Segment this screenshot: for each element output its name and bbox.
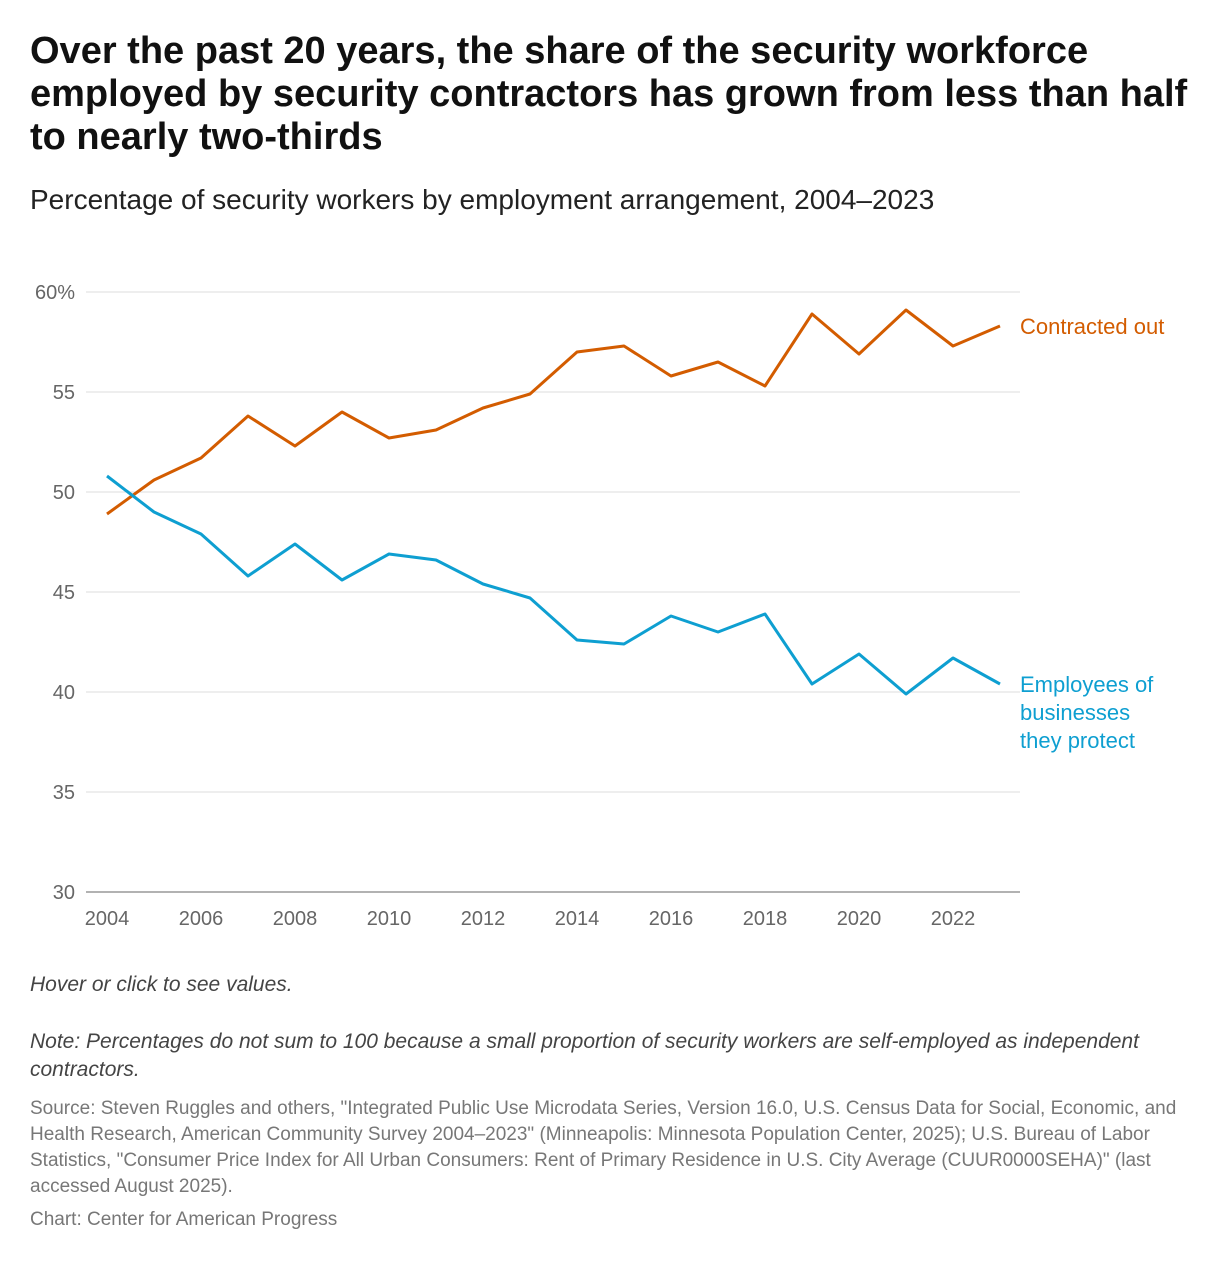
x-tick-label: 2008 — [273, 908, 318, 930]
line-chart[interactable]: 30 35 40 45 50 55 60% 2004 2006 2008 2010 2012 2014 2… — [0, 0, 1220, 960]
series-label: Contracted out — [1020, 314, 1164, 339]
series-line-0[interactable] — [106, 308, 1001, 516]
hover-hint: Hover or click to see values. — [30, 973, 293, 996]
y-tick-label: 60% — [35, 282, 75, 304]
series-line-1[interactable] — [106, 474, 1001, 696]
x-tick-label: 2014 — [555, 908, 600, 930]
data-point[interactable] — [900, 304, 912, 316]
data-point[interactable] — [759, 380, 771, 392]
data-point[interactable] — [195, 452, 207, 464]
data-point[interactable] — [759, 608, 771, 620]
data-point[interactable] — [665, 610, 677, 622]
data-point[interactable] — [665, 370, 677, 382]
data-point[interactable] — [524, 388, 536, 400]
x-tick-label: 2018 — [743, 908, 788, 930]
x-tick-label: 2020 — [837, 908, 882, 930]
data-point[interactable] — [994, 678, 1006, 690]
data-point[interactable] — [430, 554, 442, 566]
data-point[interactable] — [947, 340, 959, 352]
y-tick-label: 30 — [53, 882, 75, 904]
data-point[interactable] — [336, 406, 348, 418]
data-point[interactable] — [947, 652, 959, 664]
data-point[interactable] — [148, 506, 160, 518]
data-point[interactable] — [806, 308, 818, 320]
data-point[interactable] — [477, 402, 489, 414]
data-point[interactable] — [101, 470, 113, 482]
series-label: businesses — [1020, 700, 1130, 725]
chart-source: Source: Steven Ruggles and others, "Inte… — [30, 1098, 1177, 1197]
y-tick-label: 55 — [53, 382, 75, 404]
y-tick-label: 40 — [53, 682, 75, 704]
data-point[interactable] — [289, 440, 301, 452]
data-point[interactable] — [853, 348, 865, 360]
data-point[interactable] — [430, 424, 442, 436]
data-point[interactable] — [242, 570, 254, 582]
data-point[interactable] — [289, 538, 301, 550]
chart-credit: Chart: Center for American Progress — [30, 1209, 338, 1230]
data-point[interactable] — [712, 356, 724, 368]
y-tick-label: 45 — [53, 582, 75, 604]
series-label: they protect — [1020, 728, 1135, 753]
data-point[interactable] — [571, 634, 583, 646]
y-tick-label: 35 — [53, 782, 75, 804]
chart-note: Note: Percentages do not sum to 100 beca… — [30, 1030, 1139, 1081]
series-label: Employees of — [1020, 672, 1154, 697]
data-point[interactable] — [618, 340, 630, 352]
x-tick-label: 2012 — [461, 908, 506, 930]
data-point[interactable] — [148, 474, 160, 486]
data-point[interactable] — [994, 320, 1006, 332]
data-point[interactable] — [336, 574, 348, 586]
x-tick-label: 2004 — [85, 908, 130, 930]
x-tick-label: 2006 — [179, 908, 224, 930]
y-tick-label: 50 — [53, 482, 75, 504]
data-point[interactable] — [806, 678, 818, 690]
data-point[interactable] — [101, 508, 113, 520]
data-point[interactable] — [195, 528, 207, 540]
chart-title: Over the past 20 years, the share of the… — [30, 30, 1188, 158]
data-point[interactable] — [383, 432, 395, 444]
x-tick-label: 2022 — [931, 908, 976, 930]
x-tick-label: 2010 — [367, 908, 412, 930]
data-point[interactable] — [853, 648, 865, 660]
data-point[interactable] — [383, 548, 395, 560]
x-tick-label: 2016 — [649, 908, 694, 930]
data-point[interactable] — [242, 410, 254, 422]
data-point[interactable] — [618, 638, 630, 650]
data-point[interactable] — [524, 592, 536, 604]
data-point[interactable] — [571, 346, 583, 358]
data-point[interactable] — [712, 626, 724, 638]
data-point[interactable] — [900, 688, 912, 700]
chart-subtitle: Percentage of security workers by employ… — [30, 184, 935, 215]
data-point[interactable] — [477, 578, 489, 590]
